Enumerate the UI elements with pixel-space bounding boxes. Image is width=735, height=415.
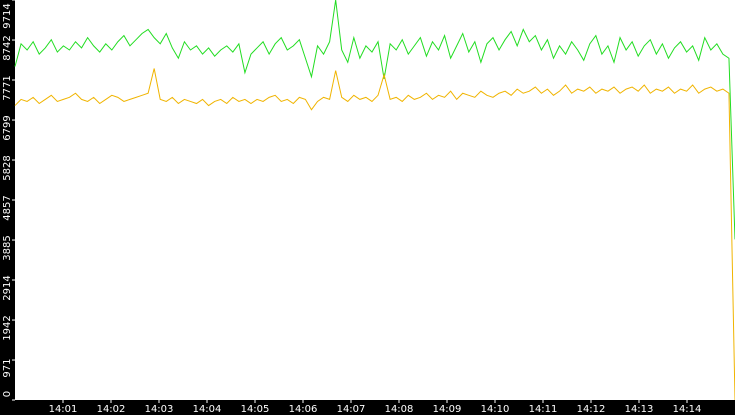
y-tick-label: 971 [2, 358, 13, 377]
y-tick-label: 9714 [2, 3, 13, 28]
x-tick-label: 14:10 [481, 404, 510, 415]
x-tick-label: 14:09 [433, 404, 462, 415]
series-line [14, 0, 735, 240]
y-tick-label: 8742 [2, 35, 13, 60]
x-tick-label: 14:08 [385, 404, 414, 415]
x-tick-label: 14:11 [529, 404, 558, 415]
y-tick-label: 5828 [2, 155, 13, 180]
x-tick-label: 14:04 [193, 404, 222, 415]
x-tick-label: 14:13 [625, 404, 654, 415]
y-tick-label: 0 [2, 391, 13, 397]
series-line [14, 68, 735, 401]
x-tick-label: 14:05 [241, 404, 270, 415]
x-tick-label: 14:14 [673, 404, 702, 415]
x-tick-label: 14:07 [337, 404, 366, 415]
x-tick-label: 14:02 [97, 404, 126, 415]
y-tick-label: 3885 [2, 235, 13, 260]
y-tick-label: 4857 [2, 195, 13, 220]
x-tick-label: 14:12 [577, 404, 606, 415]
y-tick-label: 6799 [2, 115, 13, 140]
plot-area [15, 0, 735, 400]
y-tick-label: 1942 [2, 315, 13, 340]
x-tick-label: 14:03 [145, 404, 174, 415]
y-tick-label: 7771 [2, 75, 13, 100]
y-tick-label: 2914 [2, 275, 13, 300]
x-tick-label: 14:06 [289, 404, 318, 415]
x-tick-label: 14:01 [49, 404, 78, 415]
